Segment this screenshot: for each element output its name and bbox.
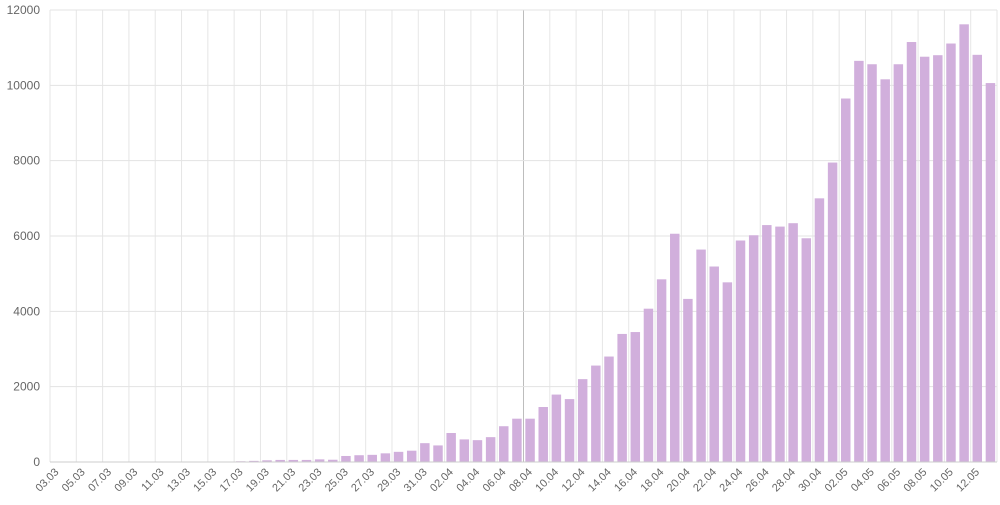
y-tick-label: 4000 xyxy=(13,304,40,318)
y-tick-label: 12000 xyxy=(7,3,41,17)
bar xyxy=(407,451,416,462)
bar xyxy=(920,57,929,462)
y-tick-label: 2000 xyxy=(13,380,40,394)
bar xyxy=(617,334,626,462)
x-tick-label: 19.03 xyxy=(244,466,272,494)
bar xyxy=(880,79,889,462)
bar xyxy=(709,267,718,462)
x-tick-label: 13.03 xyxy=(165,466,193,494)
bar xyxy=(959,24,968,462)
bar xyxy=(933,55,942,462)
x-tick-label: 12.05 xyxy=(954,466,982,494)
bar xyxy=(341,456,350,462)
y-tick-label: 8000 xyxy=(13,154,40,168)
x-tick-label: 17.03 xyxy=(218,466,246,494)
x-tick-label: 14.04 xyxy=(586,466,614,494)
x-tick-label: 12.04 xyxy=(560,466,588,494)
bar xyxy=(788,223,797,462)
bar xyxy=(867,64,876,462)
bar xyxy=(486,437,495,462)
bar xyxy=(578,379,587,462)
bar xyxy=(973,55,982,462)
bar xyxy=(552,395,561,462)
x-tick-label: 18.04 xyxy=(638,466,666,494)
x-tick-label: 11.03 xyxy=(139,466,166,493)
bar xyxy=(749,235,758,462)
bar xyxy=(894,64,903,462)
x-tick-label: 07.03 xyxy=(86,466,114,494)
x-tick-label: 09.03 xyxy=(112,466,140,494)
bar xyxy=(446,433,455,462)
bar xyxy=(525,419,534,462)
bar xyxy=(565,399,574,462)
bar xyxy=(696,250,705,462)
bar xyxy=(604,357,613,462)
x-tick-label: 24.04 xyxy=(717,466,745,494)
x-tick-label: 26.04 xyxy=(744,466,772,494)
x-tick-label: 20.04 xyxy=(665,466,693,494)
bar xyxy=(591,366,600,462)
bar xyxy=(433,445,442,462)
x-tick-label: 31.03 xyxy=(402,466,430,494)
bar xyxy=(657,279,666,462)
bar xyxy=(841,99,850,462)
bar xyxy=(736,241,745,462)
x-tick-label: 30.04 xyxy=(796,466,824,494)
bar xyxy=(802,238,811,462)
x-tick-label: 29.03 xyxy=(375,466,403,494)
bar xyxy=(854,61,863,462)
bar xyxy=(683,299,692,462)
x-tick-label: 05.03 xyxy=(60,466,88,494)
x-tick-label: 10.04 xyxy=(533,466,561,494)
x-tick-label: 25.03 xyxy=(323,466,351,494)
x-tick-label: 03.03 xyxy=(33,466,61,494)
bar xyxy=(670,234,679,462)
bar xyxy=(631,332,640,462)
bar xyxy=(394,452,403,462)
x-tick-label: 06.05 xyxy=(875,466,903,494)
bar xyxy=(512,419,521,462)
bar xyxy=(499,426,508,462)
x-tick-label: 10.05 xyxy=(928,466,956,494)
bar xyxy=(420,443,429,462)
x-tick-label: 16.04 xyxy=(612,466,640,494)
bar xyxy=(368,455,377,462)
bar xyxy=(762,225,771,462)
bar xyxy=(775,227,784,462)
bar xyxy=(460,439,469,462)
bar xyxy=(644,309,653,462)
x-tick-label: 08.04 xyxy=(507,466,535,494)
bar xyxy=(381,453,390,462)
x-tick-label: 02.05 xyxy=(823,466,851,494)
bar xyxy=(815,198,824,462)
x-tick-label: 04.04 xyxy=(454,466,482,494)
bar xyxy=(986,83,995,462)
x-tick-label: 27.03 xyxy=(349,466,377,494)
x-tick-label: 22.04 xyxy=(691,466,719,494)
x-tick-label: 15.03 xyxy=(191,466,219,494)
y-tick-label: 6000 xyxy=(13,229,40,243)
bar xyxy=(907,42,916,462)
bar xyxy=(828,163,837,462)
x-tick-label: 21.03 xyxy=(270,466,298,494)
bar xyxy=(473,440,482,462)
bar xyxy=(354,455,363,462)
x-tick-label: 28.04 xyxy=(770,466,798,494)
x-tick-label: 02.04 xyxy=(428,466,456,494)
bar xyxy=(723,282,732,462)
x-tick-label: 23.03 xyxy=(297,466,325,494)
bar xyxy=(538,407,547,462)
bar xyxy=(946,44,955,462)
y-tick-label: 10000 xyxy=(7,78,41,92)
x-tick-label: 06.04 xyxy=(481,466,509,494)
y-tick-label: 0 xyxy=(33,455,40,469)
x-tick-label: 08.05 xyxy=(902,466,930,494)
x-tick-label: 04.05 xyxy=(849,466,877,494)
